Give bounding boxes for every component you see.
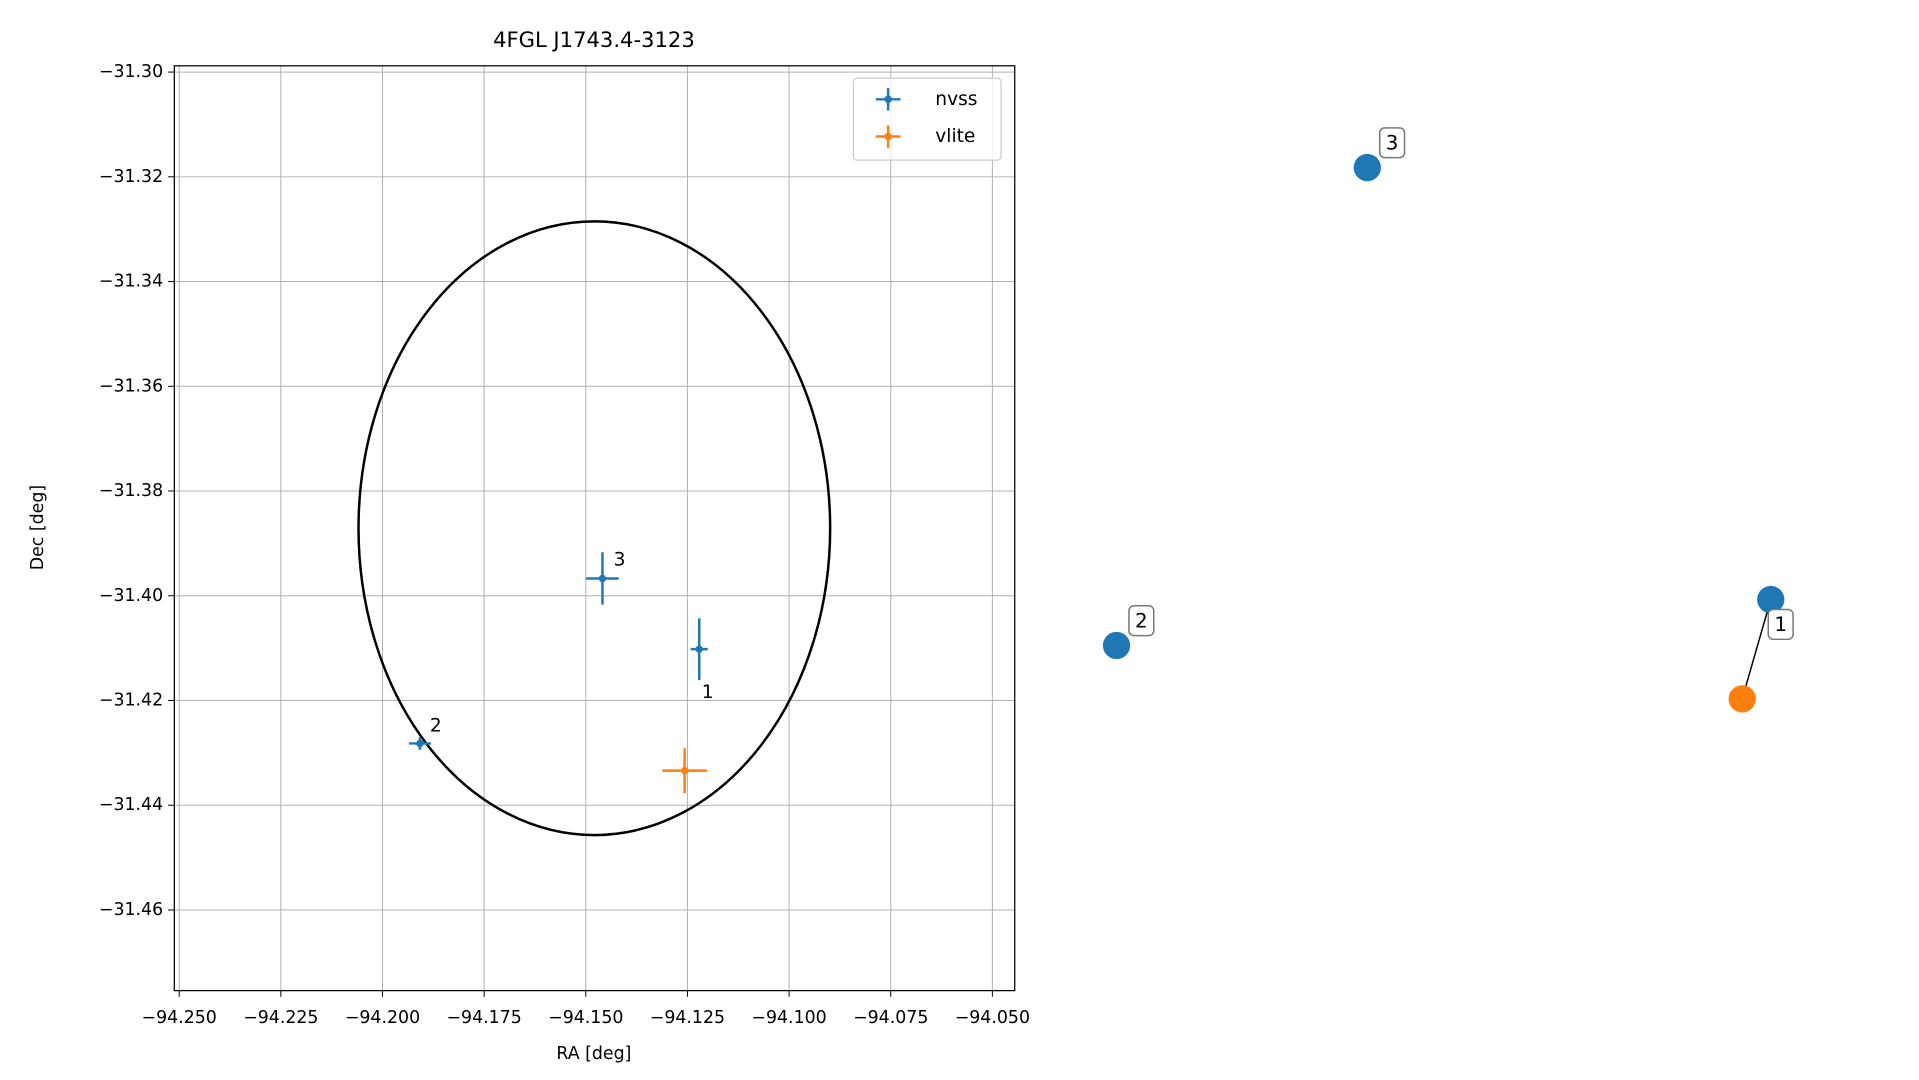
x-axis-label: RA [deg] bbox=[556, 1044, 631, 1064]
y-tick-label: −31.34 bbox=[99, 272, 163, 292]
legend-swatch bbox=[884, 95, 892, 104]
graph-node bbox=[1353, 153, 1381, 182]
y-tick-label: −31.32 bbox=[99, 167, 163, 187]
node-label: 3 bbox=[1386, 132, 1399, 155]
legend-label: vlite bbox=[935, 126, 975, 147]
point-label: 3 bbox=[614, 549, 626, 570]
y-tick-label: −31.44 bbox=[99, 795, 163, 815]
x-tick-label: −94.075 bbox=[853, 1008, 928, 1028]
x-tick-label: −94.225 bbox=[243, 1008, 318, 1028]
point-label: 2 bbox=[430, 716, 442, 737]
legend-box bbox=[852, 77, 1002, 161]
y-tick-label: −31.42 bbox=[99, 690, 163, 710]
graph-edge bbox=[1741, 599, 1772, 700]
y-tick-label: −31.36 bbox=[99, 376, 163, 396]
graph-node bbox=[1728, 685, 1756, 713]
graph-node bbox=[1757, 585, 1785, 614]
point-label: 1 bbox=[702, 682, 714, 703]
x-tick-label: −94.250 bbox=[142, 1008, 217, 1028]
legend-label: nvss bbox=[935, 89, 977, 110]
uncertainty-ellipse bbox=[357, 220, 832, 837]
plot-frame bbox=[173, 65, 1016, 992]
x-tick-label: −94.150 bbox=[548, 1008, 623, 1028]
y-tick-label: −31.40 bbox=[99, 586, 163, 606]
node-label-box bbox=[1767, 608, 1794, 641]
y-axis-label: Dec [deg] bbox=[28, 485, 48, 570]
y-tick-label: −31.38 bbox=[99, 481, 163, 501]
y-tick-label: −31.30 bbox=[99, 62, 163, 82]
x-tick-label: −94.125 bbox=[650, 1008, 725, 1028]
node-label-box bbox=[1378, 127, 1406, 159]
data-point bbox=[416, 739, 424, 748]
x-tick-label: −94.200 bbox=[345, 1008, 420, 1028]
data-point bbox=[598, 574, 607, 583]
graph-node bbox=[1102, 631, 1131, 660]
chart-title: 4FGL J1743.4-3123 bbox=[493, 27, 695, 52]
x-tick-label: −94.100 bbox=[751, 1008, 826, 1028]
node-label-box bbox=[1128, 605, 1155, 637]
x-tick-label: −94.175 bbox=[446, 1008, 521, 1028]
node-label: 1 bbox=[1774, 613, 1787, 636]
legend-swatch bbox=[884, 132, 892, 141]
data-point bbox=[695, 645, 703, 653]
data-point bbox=[680, 766, 689, 775]
x-tick-label: −94.050 bbox=[955, 1008, 1030, 1028]
y-tick-label: −31.46 bbox=[99, 900, 163, 920]
node-label: 2 bbox=[1135, 609, 1148, 632]
